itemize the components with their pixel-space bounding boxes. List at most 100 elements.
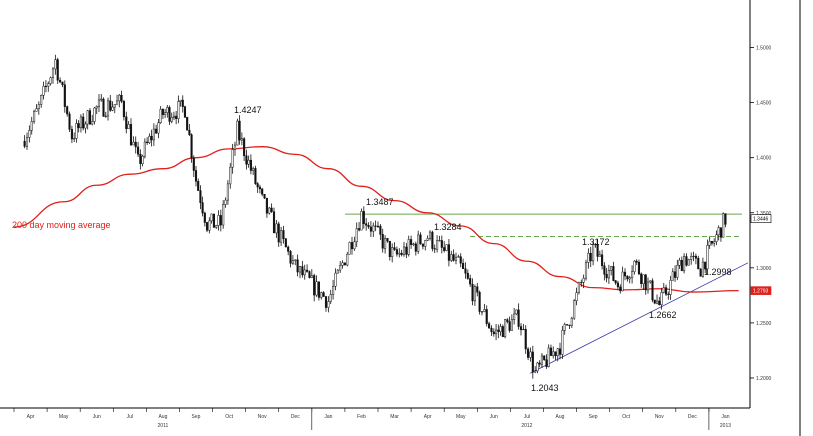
- candle-body: [91, 121, 94, 125]
- candle-body: [181, 99, 184, 107]
- y-tick-label: 1.5000: [756, 46, 772, 52]
- candle-body: [402, 246, 406, 256]
- candle-body: [603, 265, 606, 275]
- candle-body: [127, 124, 130, 130]
- candle-body: [671, 271, 674, 281]
- candle-body: [513, 313, 516, 320]
- candle-body: [111, 106, 114, 111]
- x-tick-label: Sep: [589, 414, 598, 420]
- candle-body: [644, 274, 647, 291]
- y-tick-label: 1.3000: [756, 266, 772, 272]
- candle-body: [556, 348, 559, 357]
- candle-body: [104, 115, 107, 117]
- candle-body: [125, 116, 128, 130]
- candle-body: [109, 100, 112, 111]
- candle-body: [405, 246, 408, 255]
- candle-body: [201, 202, 204, 214]
- candle-body: [628, 277, 631, 280]
- candle-body: [527, 348, 530, 358]
- candle-body: [334, 272, 337, 287]
- candle-body: [395, 249, 398, 255]
- candle-body: [605, 273, 608, 279]
- value-tags: 1.3446 1.2793: [750, 214, 772, 295]
- candle-body: [217, 215, 220, 226]
- candle-body: [49, 77, 52, 84]
- candle-body: [353, 241, 356, 250]
- candle-body: [704, 261, 707, 270]
- candle-body: [717, 227, 720, 236]
- candle-body: [558, 348, 562, 355]
- candle-body: [384, 238, 387, 249]
- candle-body: [315, 281, 318, 296]
- candle-body: [122, 101, 125, 118]
- candle-body: [113, 104, 116, 108]
- y-tick-label: 1.2000: [756, 376, 772, 382]
- candle-body: [33, 111, 36, 122]
- x-tick-label: Sep: [192, 414, 201, 420]
- candle-body: [261, 188, 264, 195]
- candle-body: [631, 271, 634, 278]
- candle-body: [183, 106, 187, 118]
- x-tick-label: Jul: [524, 414, 530, 420]
- candle-body: [376, 225, 380, 227]
- candle-body: [332, 285, 335, 295]
- candle-body: [466, 272, 469, 279]
- candle-body: [236, 120, 239, 146]
- candle-body: [301, 266, 304, 276]
- candle-body: [412, 243, 415, 245]
- candle-body: [197, 180, 200, 191]
- candle-body: [139, 153, 142, 164]
- annotations: 1.4247 1.3487 1.3284 1.3172 1.2998 1.2662 1.20…: [12, 105, 732, 393]
- candle-body: [208, 220, 211, 231]
- candle-body: [582, 277, 585, 283]
- candle-body: [414, 243, 417, 252]
- candle-body: [447, 244, 450, 261]
- candle-body: [360, 211, 363, 231]
- candle-body: [598, 254, 601, 257]
- candle-body: [713, 241, 716, 244]
- x-tick-label: Aug: [158, 414, 167, 420]
- value-tag-box: [750, 286, 772, 295]
- candle-body: [186, 117, 189, 131]
- candle-body: [159, 109, 162, 123]
- x-tick-label: Dec: [688, 414, 697, 420]
- candle-body: [722, 213, 725, 238]
- candle-body: [324, 296, 328, 308]
- candle-body: [284, 238, 287, 248]
- candle-body: [515, 309, 518, 315]
- candle-body: [175, 115, 178, 119]
- candle-body: [538, 362, 541, 365]
- candle-body: [199, 190, 202, 203]
- candle-body: [488, 323, 491, 329]
- candle-body: [88, 110, 92, 125]
- candle-body: [303, 269, 306, 276]
- candle-body: [348, 242, 351, 255]
- candle-body: [674, 271, 677, 278]
- candle-body: [102, 98, 105, 117]
- candle-body: [270, 207, 273, 213]
- candle-body: [547, 347, 550, 367]
- candle-body: [150, 135, 153, 141]
- price-annotation: 1.3172: [582, 237, 610, 247]
- candle-body: [568, 324, 571, 326]
- candle-body: [177, 101, 180, 119]
- candle-body: [25, 137, 29, 147]
- candle-body: [653, 299, 656, 304]
- candle-body: [132, 141, 135, 146]
- x-tick-label: May: [59, 414, 69, 420]
- candle-body: [501, 326, 504, 338]
- candle-body: [275, 223, 278, 234]
- candle-body: [499, 326, 502, 332]
- candle-body: [210, 213, 213, 222]
- candle-body: [95, 106, 98, 109]
- candle-body: [82, 116, 85, 129]
- candle-body: [570, 317, 573, 326]
- candle-body: [540, 355, 544, 365]
- candle-body: [680, 260, 683, 272]
- x-year-label: 2013: [720, 423, 731, 429]
- candle-body: [306, 269, 309, 272]
- candle-body: [616, 282, 619, 288]
- x-tick-label: Nov: [258, 414, 267, 420]
